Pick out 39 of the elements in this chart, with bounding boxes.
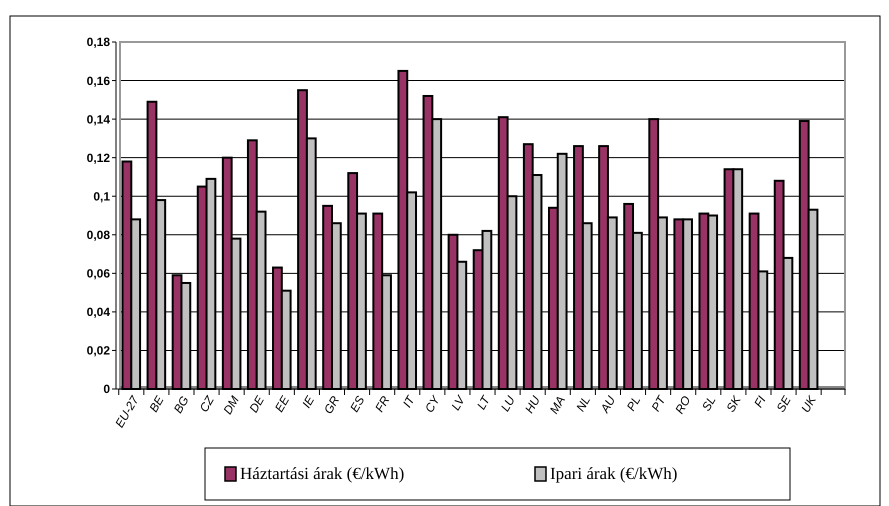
legend-label: Háztartási árak (€/kWh) <box>240 464 404 483</box>
y-tick-label: 0,16 <box>86 74 110 88</box>
x-tick-label: FI <box>751 393 770 410</box>
x-tick-label: BG <box>170 394 192 416</box>
y-tick-label: 0,1 <box>93 189 110 204</box>
y-tick-label: 0,12 <box>86 150 110 165</box>
x-tick-label: ES <box>347 394 368 414</box>
x-tick-label: SL <box>699 394 719 414</box>
x-tick-label: UK <box>798 392 820 416</box>
x-tick-label: IT <box>400 392 418 410</box>
y-tick-label: 0,06 <box>86 266 110 281</box>
x-tick-label: MA <box>546 394 568 416</box>
y-tick-label: 0,04 <box>86 305 110 320</box>
legend-label: Ipari árak (€/kWh) <box>550 464 678 483</box>
x-tick-label: EE <box>272 392 293 414</box>
x-tick-label: HU <box>522 393 544 416</box>
x-tick-label: BE <box>146 392 168 414</box>
x-tick-label: PT <box>648 392 670 414</box>
y-tick-label: 0,18 <box>86 35 110 50</box>
x-tick-label: AU <box>597 393 618 416</box>
x-tick-label: DE <box>246 392 268 416</box>
x-tick-label: LT <box>474 392 494 412</box>
y-tick-label: 0 <box>103 382 110 396</box>
x-tick-label: GR <box>321 393 342 416</box>
x-tick-label: SE <box>774 392 794 414</box>
x-tick-label: CY <box>422 392 444 416</box>
x-tick-label: FR <box>372 393 393 414</box>
x-tick-label: RO <box>672 394 694 416</box>
x-tick-label: LU <box>498 393 518 414</box>
y-tick-label: 0,14 <box>86 112 110 126</box>
x-tick-label: DM <box>220 394 242 417</box>
y-tick-label: 0,02 <box>86 344 110 358</box>
x-tick-label: CZ <box>196 393 218 414</box>
x-tick-label: SK <box>723 392 744 414</box>
y-tick-label: 0,08 <box>86 228 110 242</box>
x-tick-label: LV <box>448 392 468 413</box>
x-tick-label: NL <box>573 394 594 414</box>
x-tick-label: IE <box>299 392 318 410</box>
x-tick-label: PL <box>624 394 644 414</box>
